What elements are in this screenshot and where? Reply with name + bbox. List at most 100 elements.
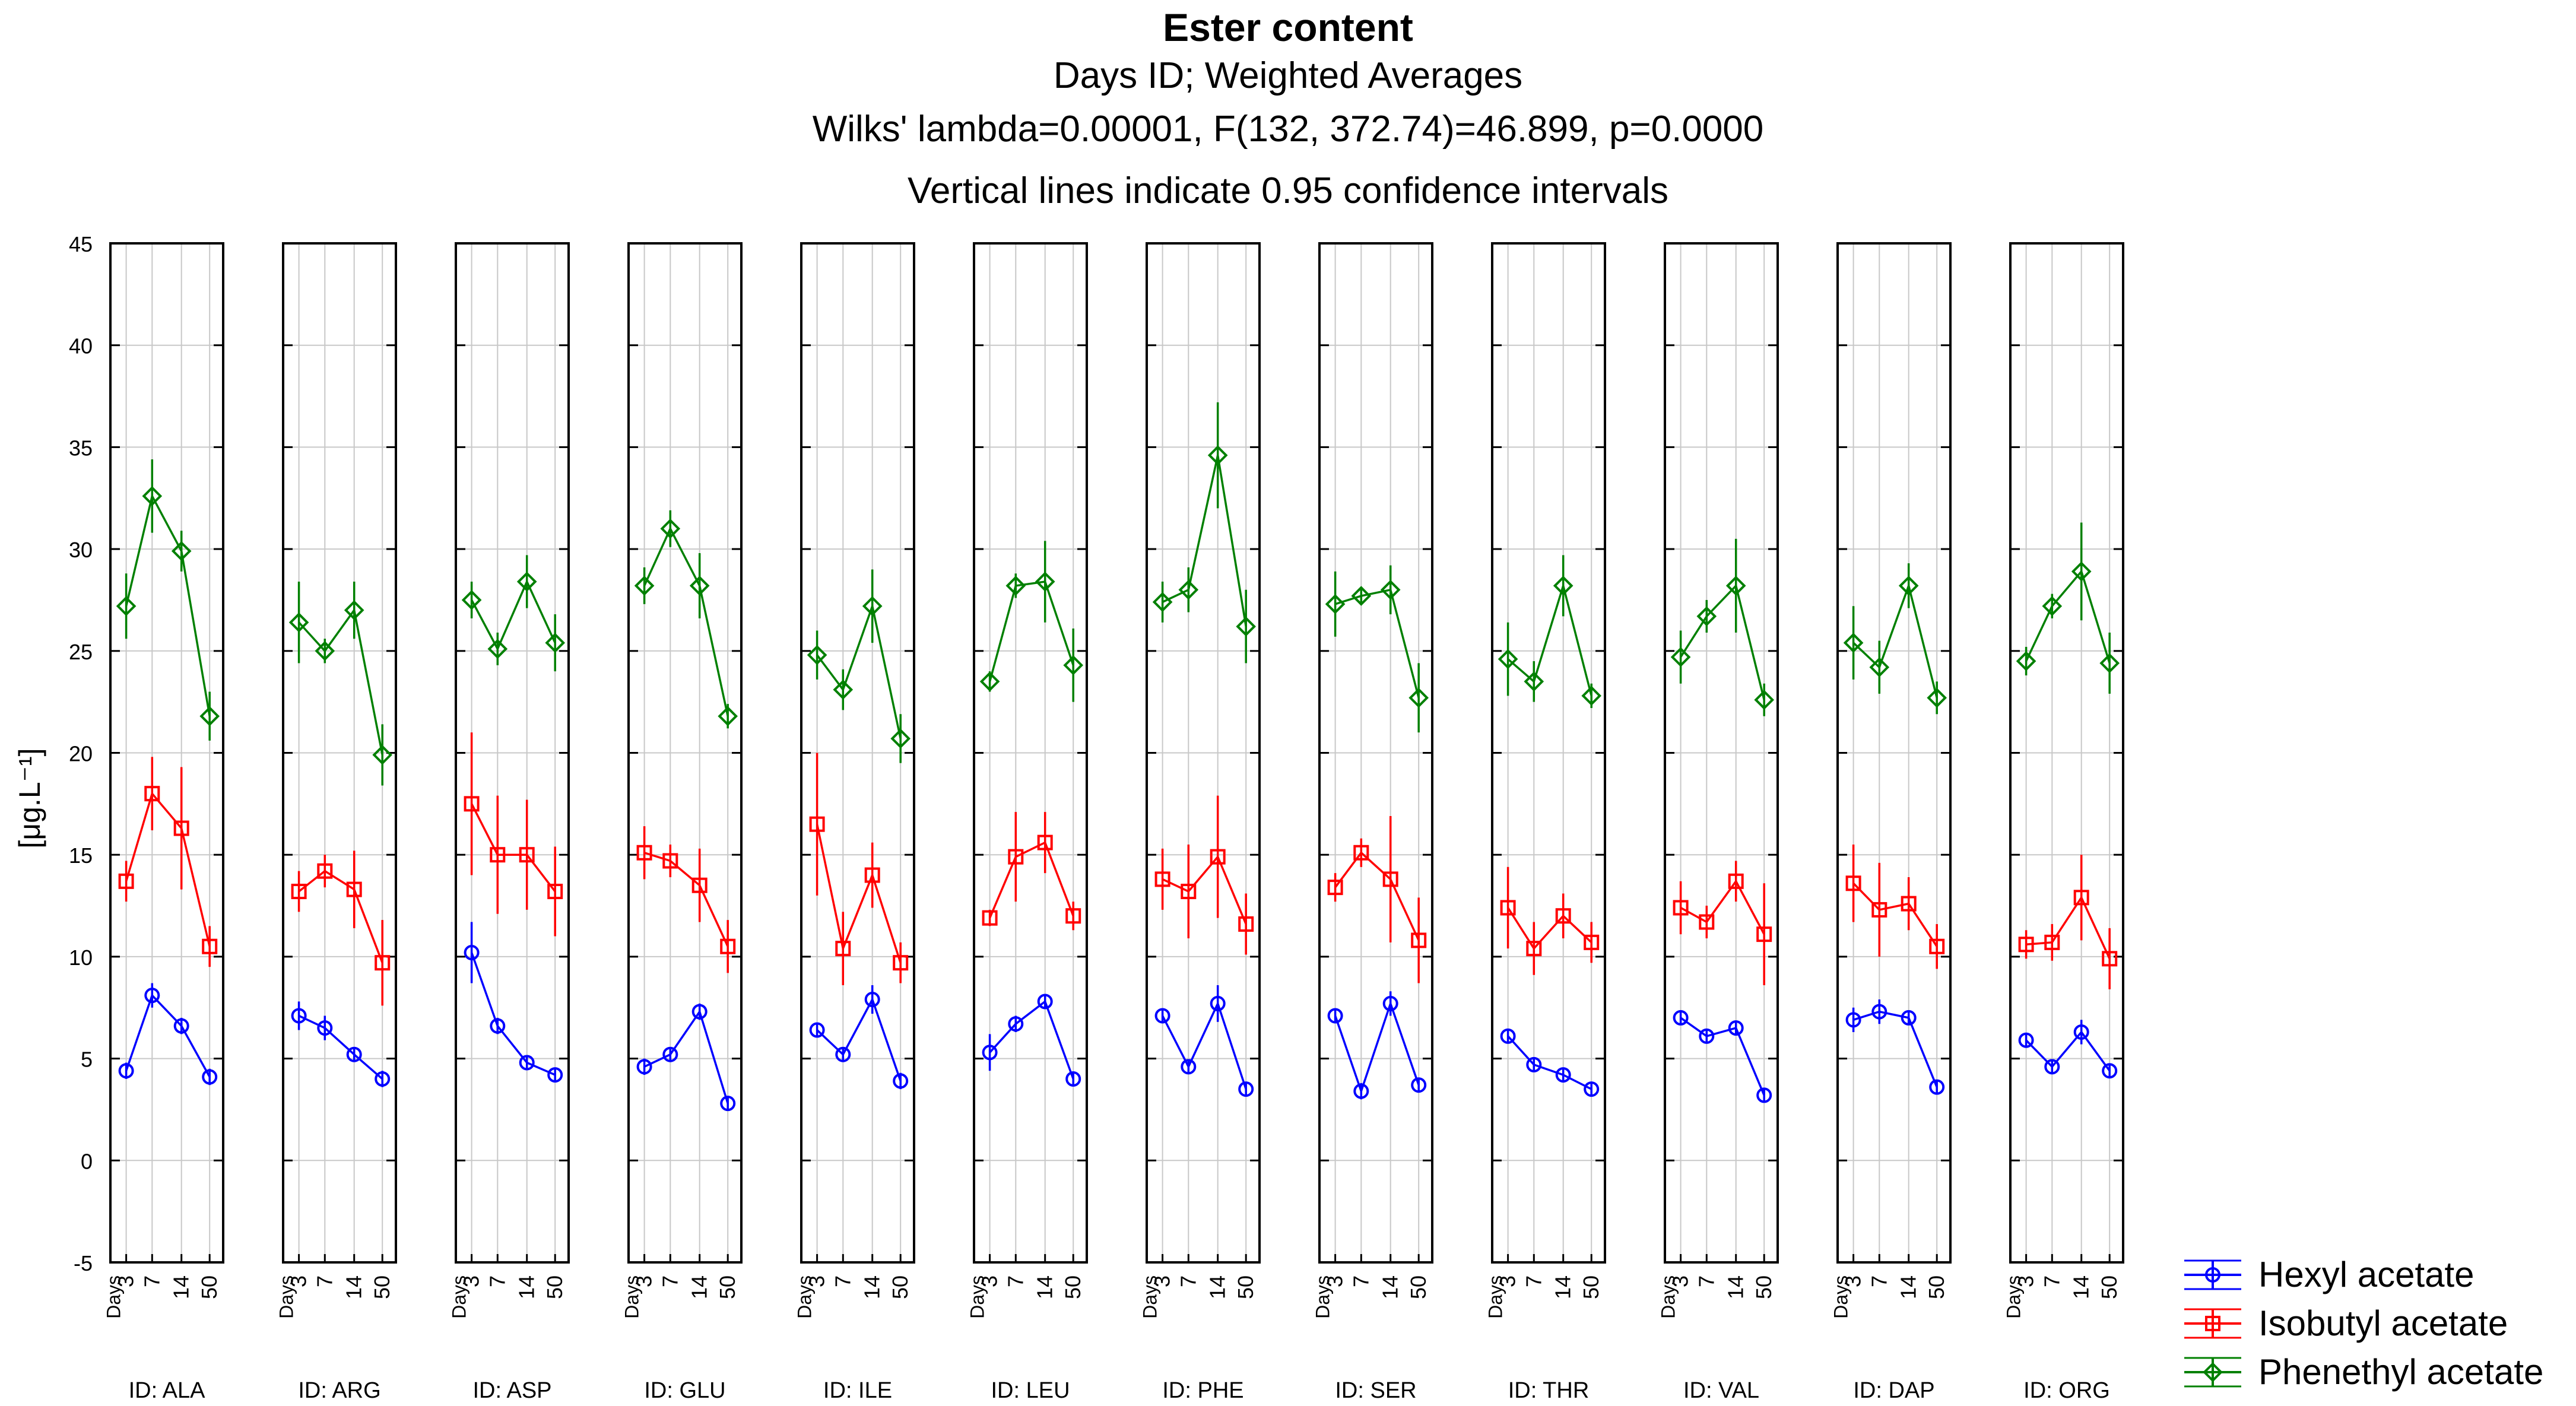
- series-hexyl-acetate: [1673, 1010, 1772, 1103]
- legend-label: Hexyl acetate: [2258, 1255, 2475, 1294]
- series-phenethyl-acetate: [1670, 538, 1775, 716]
- x-axis-var-label: Days: [967, 1275, 988, 1319]
- legend-item: Phenethyl acetate: [2184, 1352, 2543, 1392]
- x-tick-label: 3: [1841, 1275, 1866, 1287]
- data-point: [1670, 647, 1691, 667]
- y-tick-label: -5: [74, 1251, 93, 1275]
- series-line: [816, 824, 902, 963]
- x-tick-label: 50: [888, 1275, 912, 1299]
- x-tick-label: 7: [1176, 1275, 1200, 1287]
- data-point: [144, 786, 160, 802]
- x-tick-label: 3: [1150, 1275, 1175, 1287]
- series-line: [125, 993, 211, 1078]
- x-tick-label: 14: [2069, 1275, 2093, 1299]
- x-axis-var-label: Days: [2003, 1275, 2025, 1319]
- series-line: [1680, 583, 1765, 700]
- series-isobutyl-acetate: [982, 812, 1081, 931]
- x-tick-label: 3: [632, 1275, 656, 1287]
- panel-id-label: ID: THR: [1508, 1378, 1590, 1403]
- series-hexyl-acetate: [636, 1003, 736, 1112]
- x-tick-label: 7: [830, 1275, 855, 1287]
- panel-id-label: ID: VAL: [1683, 1378, 1759, 1403]
- x-tick-label: 7: [312, 1275, 337, 1287]
- data-point: [1756, 1087, 1772, 1103]
- series-hexyl-acetate: [1154, 985, 1254, 1097]
- data-point: [1411, 1077, 1427, 1093]
- panel-id-label: ID: DAP: [1853, 1378, 1934, 1403]
- data-point: [2099, 653, 2120, 674]
- series-isobutyl-acetate: [464, 732, 563, 937]
- chart-subtitle: Days ID; Weighted Averages: [1053, 55, 1523, 96]
- series-line: [816, 602, 902, 739]
- data-point: [1927, 687, 1947, 708]
- data-point: [689, 576, 710, 596]
- data-point: [1238, 916, 1254, 932]
- data-point: [372, 745, 393, 765]
- data-point: [1500, 1028, 1516, 1044]
- series-line: [1335, 588, 1420, 699]
- data-point: [982, 1045, 998, 1061]
- x-tick-label: 50: [715, 1275, 740, 1299]
- data-point: [1382, 871, 1398, 887]
- data-point: [1673, 1010, 1689, 1026]
- data-point: [1699, 1028, 1715, 1044]
- data-point: [1207, 445, 1228, 465]
- data-point: [1929, 1079, 1945, 1095]
- x-tick-label: 50: [197, 1275, 221, 1299]
- data-point: [142, 485, 163, 506]
- data-point: [1236, 616, 1257, 637]
- data-point: [691, 877, 708, 893]
- series-hexyl-acetate: [464, 922, 563, 1083]
- x-tick-label: 14: [1205, 1275, 1230, 1299]
- series-line: [471, 803, 556, 893]
- data-point: [2102, 1063, 2118, 1079]
- data-point: [833, 680, 854, 700]
- x-tick-label: 50: [543, 1275, 567, 1299]
- data-point: [490, 847, 506, 863]
- series-line: [1853, 1010, 1938, 1088]
- y-tick-label: 30: [69, 538, 93, 562]
- series-hexyl-acetate: [1327, 991, 1427, 1100]
- data-point: [464, 945, 480, 961]
- x-tick-label: 50: [1924, 1275, 1949, 1299]
- series-phenethyl-acetate: [2016, 522, 2120, 694]
- data-point: [1238, 1081, 1254, 1097]
- data-point: [660, 518, 681, 539]
- data-point: [1037, 834, 1053, 850]
- series-line: [643, 1009, 729, 1104]
- series-phenethyl-acetate: [1843, 563, 1947, 715]
- x-tick-label: 7: [658, 1275, 682, 1287]
- y-tick-label: 25: [69, 640, 93, 664]
- data-point: [116, 596, 137, 617]
- data-point: [375, 955, 391, 971]
- data-point: [979, 671, 1000, 692]
- series-line: [471, 579, 556, 652]
- data-point: [202, 1069, 218, 1085]
- series-isobutyl-acetate: [291, 850, 391, 1006]
- data-point: [1553, 576, 1573, 596]
- series-line: [1852, 582, 1938, 699]
- data-point: [1411, 932, 1427, 948]
- x-tick-label: 3: [114, 1275, 138, 1287]
- x-tick-label: 7: [485, 1275, 509, 1287]
- data-point: [1756, 926, 1772, 942]
- data-point: [516, 572, 537, 592]
- series-line: [298, 1014, 383, 1080]
- y-tick-label: 45: [69, 232, 93, 256]
- series-line: [2025, 1030, 2111, 1072]
- data-point: [545, 633, 566, 653]
- y-tick-label: 10: [69, 945, 93, 970]
- panel-id-label: ID: PHE: [1162, 1378, 1243, 1403]
- data-point: [1584, 934, 1600, 950]
- x-tick-label: 50: [2097, 1275, 2121, 1299]
- y-tick-label: 0: [81, 1149, 93, 1173]
- series-line: [988, 580, 1074, 682]
- data-point: [1754, 690, 1775, 710]
- data-point: [1871, 1004, 1887, 1020]
- data-point: [1351, 586, 1372, 606]
- series-hexyl-acetate: [982, 994, 1081, 1087]
- series-line: [1507, 1035, 1592, 1090]
